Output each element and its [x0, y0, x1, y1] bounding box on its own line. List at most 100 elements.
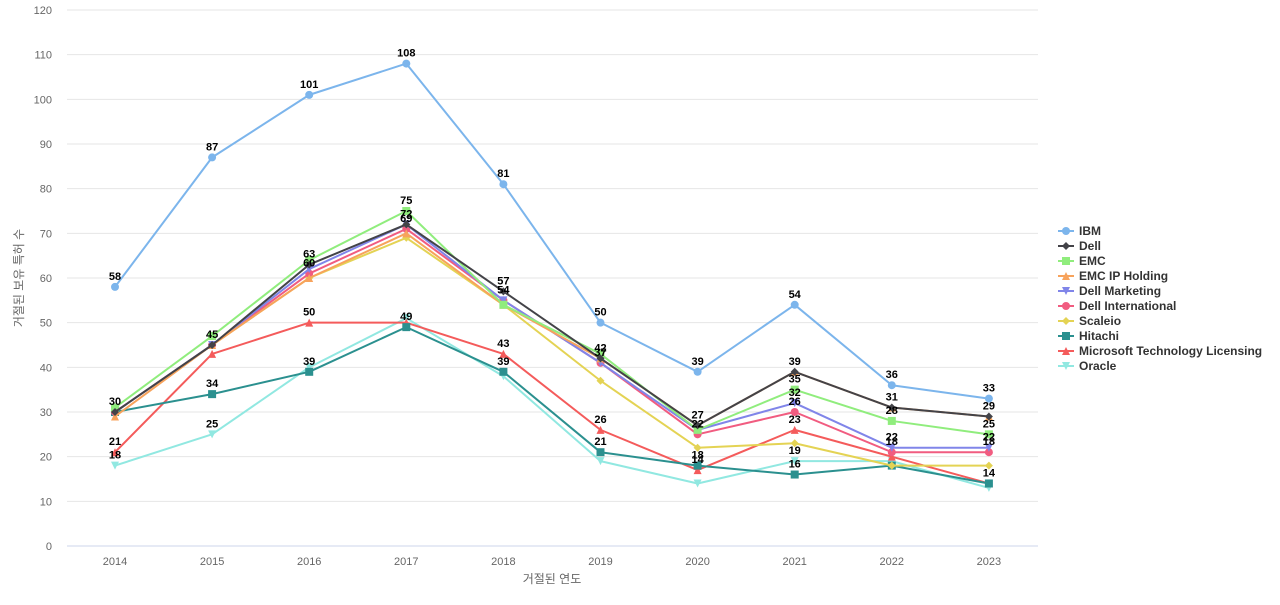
- series-hitachi: [111, 323, 993, 488]
- data-point: [305, 318, 314, 327]
- x-tick-label: 2017: [394, 556, 418, 568]
- data-label: 18: [691, 450, 703, 462]
- data-label: 33: [983, 383, 995, 395]
- legend-marker: [1062, 347, 1070, 355]
- x-tick-label: 2022: [880, 556, 904, 568]
- data-point: [305, 256, 314, 265]
- data-point: [111, 461, 119, 470]
- y-tick-label: 30: [40, 407, 52, 419]
- y-tick-label: 0: [46, 541, 52, 553]
- data-label: 39: [303, 356, 315, 368]
- data-point: [790, 300, 799, 309]
- series-dell-international: [111, 224, 993, 457]
- data-point: [790, 425, 799, 434]
- data-label: 57: [497, 275, 509, 287]
- data-point: [887, 403, 896, 412]
- legend-item[interactable]: Oracle: [1058, 359, 1117, 373]
- data-label: 45: [206, 329, 218, 341]
- data-label: 21: [594, 436, 606, 448]
- data-labels: 58 87 101 108 81 50 39 54 36 33 30 45 63 72 57 42 27 39 31…: [109, 48, 996, 480]
- legend-marker: [1062, 287, 1070, 295]
- data-point: [693, 367, 702, 376]
- x-tick-label: 2014: [103, 556, 127, 568]
- data-label: 49: [400, 311, 412, 323]
- data-point: [984, 430, 993, 439]
- legend-label: Hitachi: [1079, 329, 1119, 343]
- data-label: 18: [109, 450, 121, 462]
- data-point: [402, 59, 411, 68]
- data-label: 14: [691, 454, 704, 466]
- data-point: [790, 470, 799, 479]
- data-label: 22: [983, 432, 995, 444]
- data-point: [596, 425, 605, 434]
- data-label: 63: [303, 249, 315, 261]
- data-point: [402, 229, 411, 238]
- data-label: 29: [983, 400, 995, 412]
- data-point: [790, 439, 799, 448]
- y-tick-label: 50: [40, 318, 52, 330]
- y-tick-label: 110: [34, 50, 52, 62]
- data-point: [208, 390, 217, 399]
- data-point: [111, 403, 119, 412]
- series-emc: [111, 207, 993, 439]
- y-tick-label: 120: [34, 5, 52, 17]
- legend-label: IBM: [1079, 224, 1101, 238]
- data-point: [984, 412, 993, 421]
- y-tick-label: 80: [40, 184, 52, 196]
- x-tick-label: 2015: [200, 556, 224, 568]
- data-label: 101: [300, 79, 318, 91]
- data-point: [305, 90, 314, 99]
- legend-item[interactable]: Dell: [1058, 239, 1101, 253]
- legend-item[interactable]: EMC IP Holding: [1058, 269, 1168, 283]
- data-point: [208, 153, 217, 162]
- data-point: [499, 287, 508, 296]
- data-point: [790, 408, 799, 416]
- legend-item[interactable]: Scaleio: [1058, 314, 1121, 328]
- y-axis-ticks: 0 10 20 30 40 50 60 70 80 90 100 110 120: [34, 5, 52, 553]
- data-label: 42: [594, 342, 606, 354]
- legend-item[interactable]: EMC: [1058, 254, 1106, 268]
- data-point: [305, 260, 314, 269]
- series-line: [114, 62, 990, 400]
- data-point: [596, 349, 605, 358]
- series-line: [114, 317, 990, 489]
- data-label: 14: [983, 467, 996, 479]
- legend-item[interactable]: Microsoft Technology Licensing: [1058, 344, 1262, 358]
- x-axis-title: 거절된 연도: [523, 572, 582, 586]
- data-point: [208, 332, 217, 341]
- data-point: [984, 443, 993, 452]
- series-oracle: [111, 314, 993, 492]
- data-point: [111, 282, 119, 291]
- data-label: 35: [789, 374, 801, 386]
- legend-label: Dell International: [1079, 299, 1176, 313]
- legend-item[interactable]: Hitachi: [1058, 329, 1119, 343]
- data-point: [499, 180, 508, 189]
- series-line: [114, 223, 989, 427]
- data-point: [693, 443, 702, 452]
- series-line: [114, 321, 990, 485]
- data-label: 39: [691, 356, 703, 368]
- data-point: [499, 349, 508, 358]
- data-point: [499, 300, 508, 309]
- data-label: 37: [594, 347, 606, 359]
- data-point: [790, 457, 799, 466]
- legend-marker: [1062, 257, 1070, 265]
- data-point: [402, 323, 411, 332]
- y-tick-label: 20: [40, 452, 52, 464]
- y-tick-label: 100: [34, 94, 52, 106]
- legend-item[interactable]: Dell Marketing: [1058, 284, 1161, 298]
- data-point: [208, 349, 217, 358]
- legend-item[interactable]: Dell International: [1058, 299, 1176, 313]
- legend-label: Oracle: [1079, 359, 1117, 373]
- data-label: 23: [789, 414, 801, 426]
- data-point: [596, 354, 605, 363]
- data-point: [111, 412, 119, 421]
- data-point: [887, 448, 896, 457]
- x-axis-ticks: 2014 2015 2016 2017 2018 2019 2020 2021 2022 2023: [103, 556, 1001, 568]
- data-point: [402, 220, 411, 229]
- series-lines: [111, 59, 993, 492]
- legend-item[interactable]: IBM: [1058, 224, 1101, 238]
- y-tick-label: 70: [40, 228, 52, 240]
